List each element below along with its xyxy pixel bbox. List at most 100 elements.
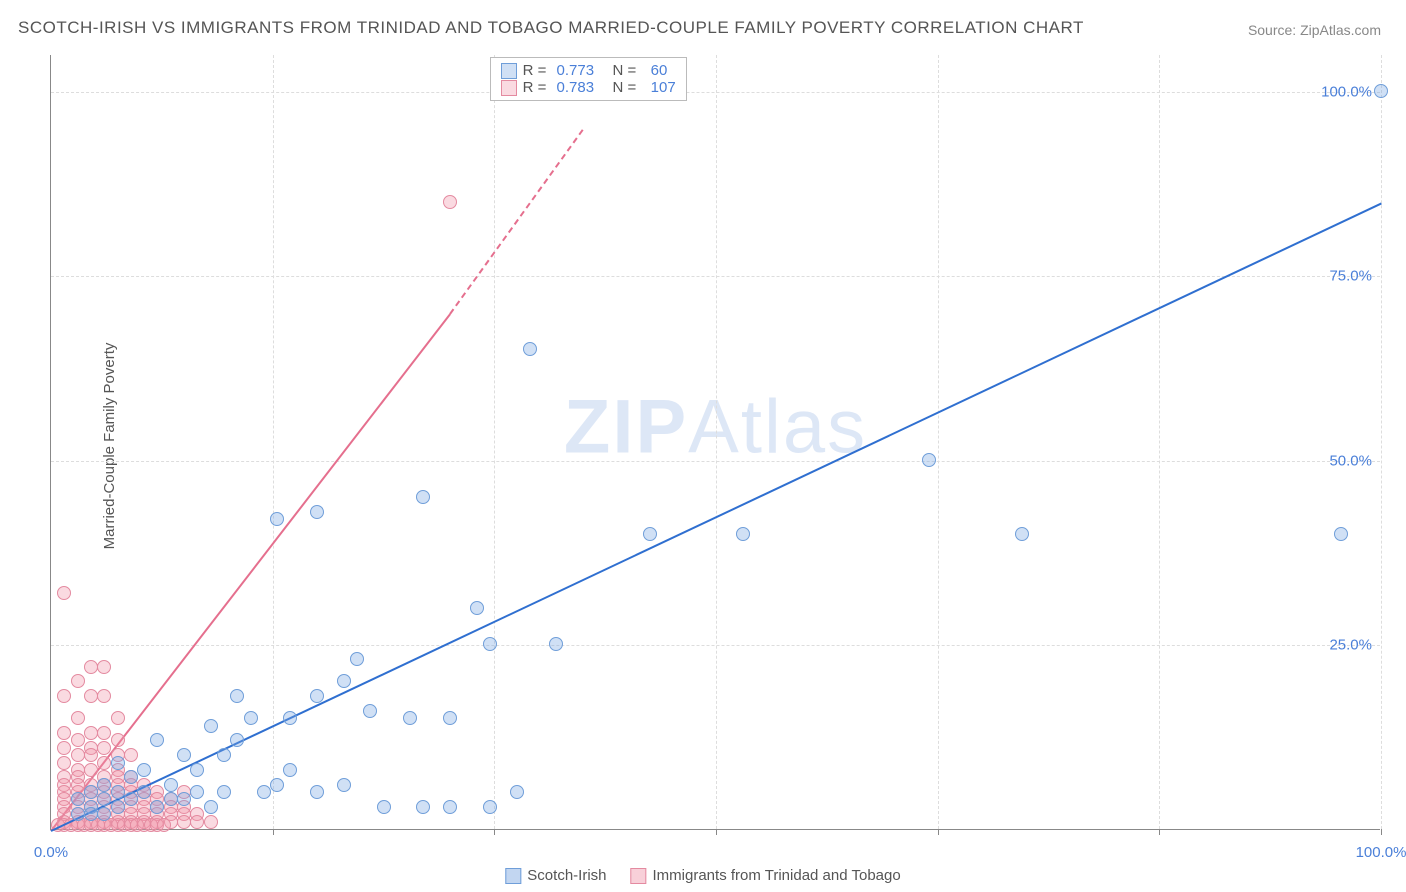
data-point bbox=[71, 674, 85, 688]
data-point bbox=[217, 785, 231, 799]
data-point bbox=[190, 763, 204, 777]
stat-r-value: 0.783 bbox=[557, 79, 595, 96]
data-point bbox=[97, 756, 111, 770]
plot-area: ZIPAtlas 25.0%50.0%75.0%100.0%0.0%100.0%… bbox=[50, 55, 1380, 830]
data-point bbox=[483, 800, 497, 814]
data-point bbox=[177, 748, 191, 762]
data-point bbox=[71, 807, 85, 821]
data-point bbox=[150, 733, 164, 747]
data-point bbox=[124, 792, 138, 806]
data-point bbox=[164, 778, 178, 792]
data-point bbox=[84, 763, 98, 777]
legend-item: Immigrants from Trinidad and Tobago bbox=[631, 867, 901, 884]
data-point bbox=[57, 726, 71, 740]
data-point bbox=[71, 711, 85, 725]
legend-label: Scotch-Irish bbox=[527, 867, 606, 884]
data-point bbox=[443, 711, 457, 725]
data-point bbox=[470, 601, 484, 615]
data-point bbox=[416, 800, 430, 814]
data-point bbox=[97, 689, 111, 703]
correlation-stats-box: R = 0.773 N = 60R = 0.783 N = 107 bbox=[490, 57, 687, 101]
legend-swatch bbox=[505, 868, 521, 884]
data-point bbox=[84, 748, 98, 762]
data-point bbox=[97, 807, 111, 821]
data-point bbox=[71, 792, 85, 806]
stat-n-label: N = bbox=[600, 79, 640, 96]
trend-line-extrapolated bbox=[449, 129, 584, 315]
data-point bbox=[57, 689, 71, 703]
data-point bbox=[84, 785, 98, 799]
y-tick-label: 25.0% bbox=[1329, 637, 1372, 654]
data-point bbox=[84, 726, 98, 740]
legend-item: Scotch-Irish bbox=[505, 867, 606, 884]
data-point bbox=[443, 195, 457, 209]
gridline-v bbox=[1381, 55, 1382, 829]
data-point bbox=[204, 800, 218, 814]
data-point bbox=[190, 815, 204, 829]
x-tick-mark bbox=[1159, 829, 1160, 835]
data-point bbox=[483, 637, 497, 651]
data-point bbox=[510, 785, 524, 799]
x-tick-mark bbox=[716, 829, 717, 835]
y-tick-label: 100.0% bbox=[1321, 83, 1372, 100]
data-point bbox=[643, 527, 657, 541]
legend-label: Immigrants from Trinidad and Tobago bbox=[653, 867, 901, 884]
data-point bbox=[403, 711, 417, 725]
data-point bbox=[217, 748, 231, 762]
x-tick-mark bbox=[938, 829, 939, 835]
series-swatch bbox=[501, 63, 517, 79]
data-point bbox=[177, 815, 191, 829]
chart-container: SCOTCH-IRISH VS IMMIGRANTS FROM TRINIDAD… bbox=[0, 0, 1406, 892]
data-point bbox=[111, 711, 125, 725]
data-point bbox=[190, 785, 204, 799]
data-point bbox=[164, 792, 178, 806]
stat-n-value: 60 bbox=[646, 62, 667, 79]
data-point bbox=[257, 785, 271, 799]
gridline-v bbox=[716, 55, 717, 829]
data-point bbox=[137, 763, 151, 777]
data-point bbox=[350, 652, 364, 666]
stat-n-label: N = bbox=[600, 62, 640, 79]
data-point bbox=[922, 453, 936, 467]
x-tick-label-right: 100.0% bbox=[1356, 844, 1406, 861]
x-tick-mark bbox=[494, 829, 495, 835]
data-point bbox=[111, 800, 125, 814]
y-tick-label: 75.0% bbox=[1329, 268, 1372, 285]
data-point bbox=[363, 704, 377, 718]
data-point bbox=[150, 800, 164, 814]
data-point bbox=[1374, 84, 1388, 98]
source-label: Source: ZipAtlas.com bbox=[1248, 22, 1381, 38]
x-tick-mark bbox=[1381, 829, 1382, 835]
data-point bbox=[523, 342, 537, 356]
legend-swatch bbox=[631, 868, 647, 884]
data-point bbox=[337, 674, 351, 688]
data-point bbox=[84, 689, 98, 703]
data-point bbox=[377, 800, 391, 814]
stat-n-value: 107 bbox=[646, 79, 675, 96]
data-point bbox=[97, 792, 111, 806]
data-point bbox=[57, 756, 71, 770]
gridline-v bbox=[494, 55, 495, 829]
data-point bbox=[270, 778, 284, 792]
data-point bbox=[84, 660, 98, 674]
stat-r-label: R = bbox=[523, 62, 551, 79]
data-point bbox=[270, 512, 284, 526]
data-point bbox=[337, 778, 351, 792]
data-point bbox=[1015, 527, 1029, 541]
chart-title: SCOTCH-IRISH VS IMMIGRANTS FROM TRINIDAD… bbox=[18, 18, 1084, 38]
data-point bbox=[283, 711, 297, 725]
x-tick-mark bbox=[273, 829, 274, 835]
data-point bbox=[97, 741, 111, 755]
data-point bbox=[157, 818, 171, 832]
data-point bbox=[111, 733, 125, 747]
stat-row: R = 0.783 N = 107 bbox=[501, 79, 676, 96]
gridline-v bbox=[938, 55, 939, 829]
data-point bbox=[177, 792, 191, 806]
data-point bbox=[84, 807, 98, 821]
data-point bbox=[416, 490, 430, 504]
data-point bbox=[204, 719, 218, 733]
data-point bbox=[111, 785, 125, 799]
data-point bbox=[310, 505, 324, 519]
data-point bbox=[283, 763, 297, 777]
data-point bbox=[111, 756, 125, 770]
